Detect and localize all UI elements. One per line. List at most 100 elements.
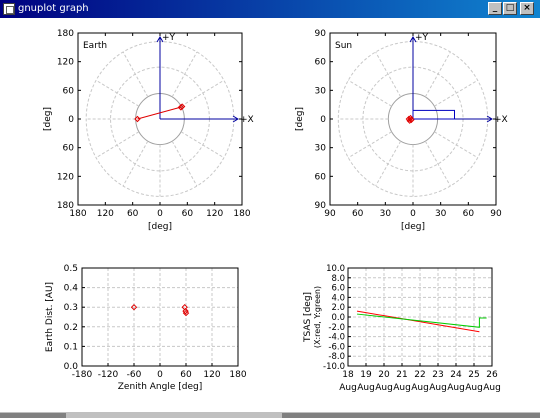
x-tick-label: 30 xyxy=(380,209,392,219)
polar-spoke xyxy=(375,140,402,187)
y-tick-label: 0.4 xyxy=(64,284,79,294)
close-button[interactable]: × xyxy=(520,2,534,15)
y-tick-label: 0.1 xyxy=(64,342,78,352)
x-tick-label: 60 xyxy=(463,209,475,219)
y-tick-label: 8.0 xyxy=(331,274,345,284)
polar-spoke xyxy=(180,79,225,107)
data-point xyxy=(178,103,186,110)
plot-frame xyxy=(81,267,239,367)
y-tick-label: 0 xyxy=(320,115,326,125)
x-tick-label: 60 xyxy=(352,209,364,219)
y-axis-title: [deg] xyxy=(295,107,305,131)
x-tick-label: 30 xyxy=(435,209,447,219)
x-tick-label: 24 xyxy=(450,370,462,380)
x-tick-label: 60 xyxy=(127,209,139,219)
y-tick-label: 0.3 xyxy=(64,303,78,313)
panel-label: Earth xyxy=(83,41,107,51)
y-tick-label: 60 xyxy=(63,144,75,154)
x-tick-sublabel: Aug xyxy=(429,383,447,393)
x-tick-sublabel: Aug xyxy=(447,383,465,393)
sun-rect xyxy=(412,109,455,120)
y-tick-label: 120 xyxy=(57,58,74,68)
app-icon[interactable] xyxy=(3,3,15,15)
data-point xyxy=(182,307,189,315)
y-axis-title: [deg] xyxy=(43,107,53,131)
minimize-button[interactable]: _ xyxy=(488,2,502,15)
data-point xyxy=(182,309,190,317)
y-tick-label: 10.0 xyxy=(326,264,345,274)
y-tick-label: 90 xyxy=(315,29,327,39)
y-tick-label: 0.5 xyxy=(64,264,78,274)
data-point xyxy=(405,115,413,123)
y-tick-label: 0 xyxy=(68,115,74,125)
y-tick-label: 90 xyxy=(315,201,327,211)
x-tick-label: 0 xyxy=(410,209,416,219)
plus-x-label: +X xyxy=(240,115,254,125)
x-axis-title: [deg] xyxy=(148,222,172,232)
x-tick-label: 0 xyxy=(157,209,163,219)
x-tick-label: 180 xyxy=(69,209,86,219)
x-arrowhead xyxy=(232,115,239,123)
status-bar xyxy=(0,412,540,418)
y-tick-label: -4.0 xyxy=(328,333,345,343)
polar-spoke xyxy=(171,140,198,187)
x-tick-label: 25 xyxy=(468,370,479,380)
y-tick-label: -2.0 xyxy=(328,323,345,333)
x-tick-label: 18 xyxy=(342,370,354,380)
x-tick-label: 120 xyxy=(206,209,223,219)
x-tick-label: 19 xyxy=(360,370,372,380)
y-tick-label: -6.0 xyxy=(328,342,345,352)
x-tick-label: 20 xyxy=(378,370,390,380)
y-tick-label: 0.2 xyxy=(64,323,78,333)
y-tick-label: 0.0 xyxy=(331,313,345,323)
x-tick-sublabel: Aug xyxy=(393,383,411,393)
x-tick-sublabel: Aug xyxy=(465,383,483,393)
panel-label: Sun xyxy=(335,41,352,51)
x-tick-label: 180 xyxy=(229,370,246,380)
polar-spoke xyxy=(180,131,225,159)
x-tick-sublabel: Aug xyxy=(339,383,357,393)
data-point xyxy=(406,117,413,124)
y-tick-label: 30 xyxy=(315,86,327,96)
x-tick-label: 120 xyxy=(97,209,114,219)
polar-spoke xyxy=(95,79,140,107)
data-point xyxy=(408,116,415,124)
x-tick-label: 26 xyxy=(486,370,498,380)
x-tick-label: 60 xyxy=(180,370,192,380)
x-tick-label: -120 xyxy=(98,370,119,380)
track-line xyxy=(137,106,182,120)
plus-y-label: +Y xyxy=(415,33,429,43)
x-tick-sublabel: Aug xyxy=(375,383,393,393)
title-bar[interactable]: gnuplot graph _ □ × xyxy=(0,0,540,18)
y-tick-label: -10.0 xyxy=(323,362,345,372)
x-tick-label: 21 xyxy=(396,370,407,380)
x-tick-sublabel: Aug xyxy=(357,383,375,393)
polar-spoke xyxy=(348,79,392,107)
y-tick-label: 180 xyxy=(57,201,74,211)
data-point xyxy=(407,114,414,122)
y-tick-label: 60 xyxy=(63,86,75,96)
x-tick-label: 0 xyxy=(157,370,163,380)
y-axis-title: TSAS [deg] xyxy=(303,292,313,343)
x-tick-label: 22 xyxy=(414,370,425,380)
plus-y-label: +Y xyxy=(162,33,176,43)
maximize-button[interactable]: □ xyxy=(503,2,517,15)
data-point xyxy=(134,115,141,123)
plot-area: 180 120 60 0 60 120 18018012060060120180+Y+XEa… xyxy=(43,29,508,393)
y-tick-label: 180 xyxy=(57,29,74,39)
x-tick-label: 90 xyxy=(324,209,336,219)
x-tick-label: 120 xyxy=(203,370,220,380)
x-axis-title: [deg] xyxy=(401,222,425,232)
x-tick-label: 23 xyxy=(432,370,443,380)
polar-spoke xyxy=(434,131,478,159)
y-tick-label: 60 xyxy=(315,58,327,68)
polar-spoke xyxy=(424,51,451,98)
y-tick-label: 60 xyxy=(315,172,327,182)
x-tick-label: 60 xyxy=(182,209,194,219)
x-tick-label: 90 xyxy=(490,209,502,219)
window-title: gnuplot graph xyxy=(18,3,89,14)
x-tick-label: 180 xyxy=(233,209,250,219)
x-arrowhead xyxy=(486,115,493,123)
y-axis-subtitle: (X:red, Y:green) xyxy=(313,286,322,348)
